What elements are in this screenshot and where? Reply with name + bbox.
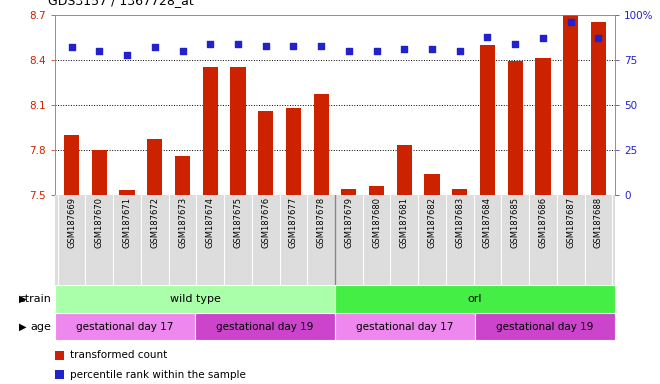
Point <box>233 41 244 47</box>
Text: transformed count: transformed count <box>69 350 167 360</box>
Text: GSM187676: GSM187676 <box>261 197 270 248</box>
Text: GSM187677: GSM187677 <box>289 197 298 248</box>
Point <box>122 51 133 58</box>
Bar <box>55 195 615 285</box>
Point <box>205 41 216 47</box>
Text: GSM187678: GSM187678 <box>317 197 325 248</box>
Bar <box>397 146 412 195</box>
Text: GSM187673: GSM187673 <box>178 197 187 248</box>
Text: GDS3157 / 1367728_at: GDS3157 / 1367728_at <box>48 0 194 7</box>
Text: GSM187674: GSM187674 <box>206 197 214 248</box>
Point <box>538 35 548 41</box>
Point <box>566 19 576 25</box>
Bar <box>203 68 218 195</box>
Text: GSM187682: GSM187682 <box>428 197 436 248</box>
Text: gestational day 19: gestational day 19 <box>216 321 314 331</box>
Bar <box>175 156 190 195</box>
Text: wild type: wild type <box>170 294 220 304</box>
Bar <box>424 174 440 195</box>
Point <box>288 43 299 49</box>
Point <box>94 48 105 54</box>
Text: GSM187686: GSM187686 <box>539 197 547 248</box>
Bar <box>195 313 335 340</box>
Bar <box>508 61 523 195</box>
Text: GSM187688: GSM187688 <box>594 197 603 248</box>
Point <box>261 43 271 49</box>
Point <box>178 48 188 54</box>
Text: strain: strain <box>20 294 51 304</box>
Bar <box>55 313 195 340</box>
Text: GSM187684: GSM187684 <box>483 197 492 248</box>
Text: GSM187679: GSM187679 <box>345 197 353 248</box>
Text: GSM187671: GSM187671 <box>123 197 131 248</box>
Bar <box>92 150 107 195</box>
Text: GSM187685: GSM187685 <box>511 197 519 248</box>
Point <box>344 48 354 54</box>
Text: GSM187680: GSM187680 <box>372 197 381 248</box>
Point <box>372 48 382 54</box>
Point <box>482 33 493 40</box>
Text: orl: orl <box>468 294 482 304</box>
Bar <box>230 68 246 195</box>
Text: gestational day 17: gestational day 17 <box>356 321 453 331</box>
Point <box>316 43 327 49</box>
Bar <box>341 189 356 195</box>
Point <box>67 44 77 50</box>
Text: percentile rank within the sample: percentile rank within the sample <box>69 369 246 379</box>
Text: GSM187687: GSM187687 <box>566 197 575 248</box>
Text: GSM187672: GSM187672 <box>150 197 159 248</box>
Bar <box>335 285 615 313</box>
Bar <box>563 15 578 195</box>
Bar <box>147 139 162 195</box>
Bar <box>475 313 615 340</box>
Text: gestational day 19: gestational day 19 <box>496 321 594 331</box>
Text: GSM187683: GSM187683 <box>455 197 464 248</box>
Bar <box>258 111 273 195</box>
Bar <box>452 189 467 195</box>
Text: ▶: ▶ <box>18 321 26 331</box>
Text: gestational day 17: gestational day 17 <box>77 321 174 331</box>
Text: GSM187670: GSM187670 <box>95 197 104 248</box>
Bar <box>335 313 475 340</box>
Point <box>455 48 465 54</box>
Text: ▶: ▶ <box>18 294 26 304</box>
Point <box>427 46 438 52</box>
Bar <box>591 23 606 195</box>
Bar <box>314 94 329 195</box>
Text: GSM187675: GSM187675 <box>234 197 242 248</box>
Bar <box>64 135 79 195</box>
Bar <box>535 58 550 195</box>
Text: GSM187681: GSM187681 <box>400 197 409 248</box>
Text: age: age <box>31 321 51 331</box>
Point <box>399 46 410 52</box>
Point <box>150 44 160 50</box>
Point <box>510 41 521 47</box>
Bar <box>369 186 384 195</box>
Text: GSM187669: GSM187669 <box>67 197 76 248</box>
Bar <box>480 45 495 195</box>
Bar <box>55 285 335 313</box>
Point <box>593 35 604 41</box>
Bar <box>119 190 135 195</box>
Bar <box>286 108 301 195</box>
